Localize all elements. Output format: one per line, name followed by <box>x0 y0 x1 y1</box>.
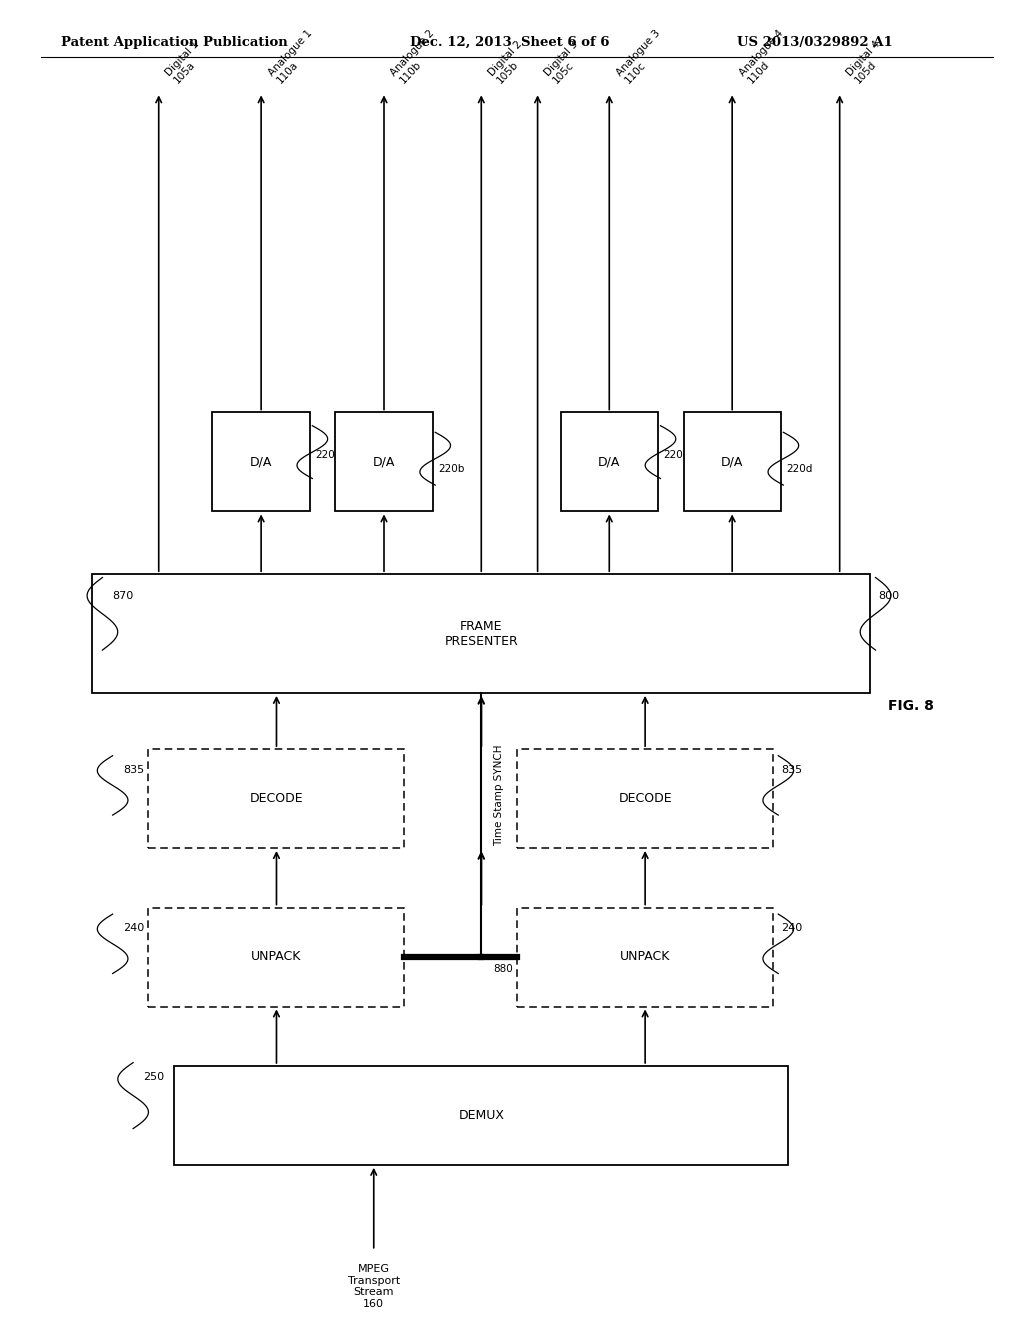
Text: Digital 3
105c: Digital 3 105c <box>543 38 589 86</box>
Text: 220a: 220a <box>315 450 342 461</box>
Bar <box>517 748 773 847</box>
Bar <box>174 1067 788 1166</box>
Text: DECODE: DECODE <box>250 792 303 805</box>
Text: Analogue 1
110a: Analogue 1 110a <box>266 28 323 86</box>
Text: 240: 240 <box>123 923 144 933</box>
Bar <box>561 412 657 511</box>
Bar <box>517 908 773 1006</box>
Text: 240: 240 <box>781 923 803 933</box>
Text: DECODE: DECODE <box>618 792 672 805</box>
Text: US 2013/0329892 A1: US 2013/0329892 A1 <box>737 36 893 49</box>
Bar <box>148 908 404 1006</box>
Text: Digital 4
105d: Digital 4 105d <box>845 38 891 86</box>
Text: 220d: 220d <box>786 463 813 474</box>
Text: 835: 835 <box>781 764 803 775</box>
Text: Time Stamp SYNCH: Time Stamp SYNCH <box>494 744 504 846</box>
Bar <box>684 412 780 511</box>
Bar <box>336 412 432 511</box>
Text: D/A: D/A <box>373 455 395 469</box>
Bar <box>148 748 404 847</box>
Text: 800: 800 <box>879 590 900 601</box>
Text: 220b: 220b <box>438 463 465 474</box>
Text: D/A: D/A <box>250 455 272 469</box>
Text: Analogue 4
110d: Analogue 4 110d <box>737 28 794 86</box>
Text: D/A: D/A <box>598 455 621 469</box>
Text: UNPACK: UNPACK <box>620 950 671 964</box>
Text: DEMUX: DEMUX <box>459 1109 504 1122</box>
Text: FRAME
PRESENTER: FRAME PRESENTER <box>444 619 518 648</box>
Text: Digital 1
105a: Digital 1 105a <box>164 38 210 86</box>
Text: UNPACK: UNPACK <box>251 950 302 964</box>
Text: Analogue 3
110c: Analogue 3 110c <box>614 28 671 86</box>
Text: Patent Application Publication: Patent Application Publication <box>61 36 288 49</box>
Text: Dec. 12, 2013  Sheet 6 of 6: Dec. 12, 2013 Sheet 6 of 6 <box>410 36 609 49</box>
Text: 880: 880 <box>494 964 513 974</box>
Text: FIG. 8: FIG. 8 <box>889 700 934 713</box>
Text: MPEG
Transport
Stream
160: MPEG Transport Stream 160 <box>347 1265 400 1308</box>
Text: 870: 870 <box>113 590 134 601</box>
Text: Digital 2
105b: Digital 2 105b <box>486 38 532 86</box>
Text: 250: 250 <box>143 1072 165 1082</box>
Text: 220c: 220c <box>664 450 689 461</box>
Bar <box>92 574 870 693</box>
Text: 835: 835 <box>123 764 144 775</box>
Text: D/A: D/A <box>721 455 743 469</box>
Text: Analogue 2
110b: Analogue 2 110b <box>389 28 445 86</box>
Bar <box>213 412 309 511</box>
